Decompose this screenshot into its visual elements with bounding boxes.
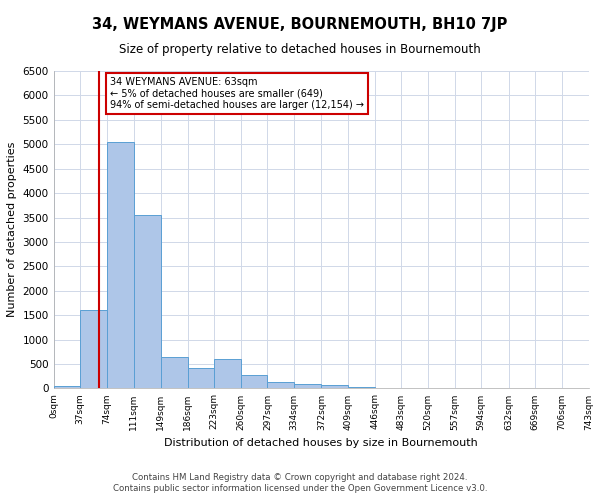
Text: 34, WEYMANS AVENUE, BOURNEMOUTH, BH10 7JP: 34, WEYMANS AVENUE, BOURNEMOUTH, BH10 7J… <box>92 18 508 32</box>
Text: Contains HM Land Registry data © Crown copyright and database right 2024.: Contains HM Land Registry data © Crown c… <box>132 472 468 482</box>
Bar <box>322 385 348 388</box>
Bar <box>161 356 188 388</box>
Bar <box>107 142 134 388</box>
Bar <box>134 215 161 388</box>
Bar <box>241 375 268 388</box>
Y-axis label: Number of detached properties: Number of detached properties <box>7 142 17 318</box>
Bar <box>268 382 294 388</box>
X-axis label: Distribution of detached houses by size in Bournemouth: Distribution of detached houses by size … <box>164 438 478 448</box>
Text: Size of property relative to detached houses in Bournemouth: Size of property relative to detached ho… <box>119 42 481 56</box>
Bar <box>188 368 214 388</box>
Text: Contains public sector information licensed under the Open Government Licence v3: Contains public sector information licen… <box>113 484 487 493</box>
Bar <box>53 386 80 388</box>
Bar <box>294 384 322 388</box>
Bar <box>214 359 241 388</box>
Bar <box>80 310 107 388</box>
Bar <box>348 386 375 388</box>
Text: 34 WEYMANS AVENUE: 63sqm
← 5% of detached houses are smaller (649)
94% of semi-d: 34 WEYMANS AVENUE: 63sqm ← 5% of detache… <box>110 77 364 110</box>
